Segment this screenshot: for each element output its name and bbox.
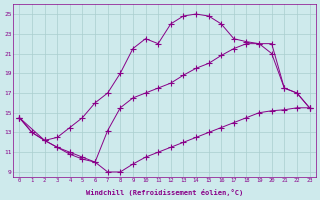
X-axis label: Windchill (Refroidissement éolien,°C): Windchill (Refroidissement éolien,°C) [86,189,243,196]
